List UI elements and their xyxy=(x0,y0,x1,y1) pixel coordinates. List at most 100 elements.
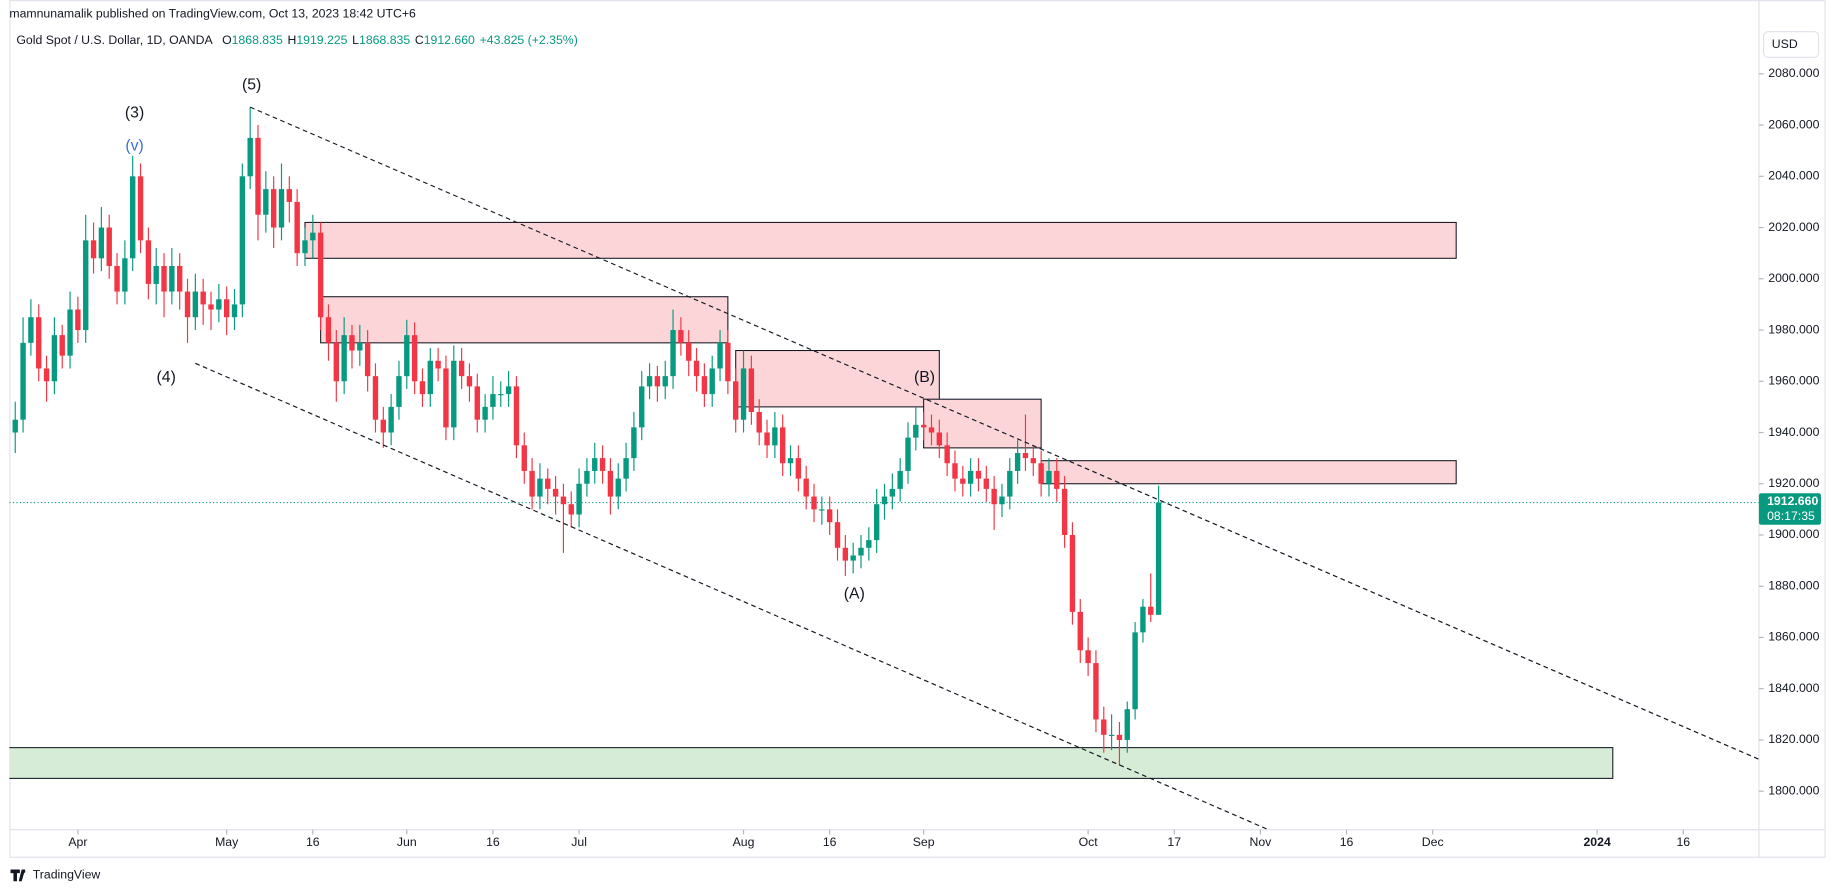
candle-body xyxy=(364,342,371,377)
wave-label: (5) xyxy=(242,77,261,94)
candle-body xyxy=(278,189,285,228)
candle-body xyxy=(169,265,175,292)
currency-label[interactable]: USD xyxy=(1772,37,1798,51)
candle-body xyxy=(20,342,26,420)
zone xyxy=(320,296,729,344)
candle-body xyxy=(568,504,574,515)
candle-body xyxy=(200,291,206,305)
x-tick-label: Jun xyxy=(397,835,417,849)
wave-label: (3) xyxy=(125,105,144,122)
candle-body xyxy=(811,496,817,510)
candle-body xyxy=(842,547,849,561)
candle-body xyxy=(1046,470,1052,484)
candle-body xyxy=(592,458,598,471)
x-tick-label: 2024 xyxy=(1583,835,1610,849)
x-tick-label: Apr xyxy=(68,835,87,849)
candle-body xyxy=(936,432,943,446)
candle-body xyxy=(772,427,778,446)
candle-body xyxy=(1054,470,1060,489)
y-tick-label: 1900.000 xyxy=(1768,527,1819,541)
candle-body xyxy=(897,470,903,489)
legend-key: C xyxy=(415,33,424,47)
candle-body xyxy=(529,470,535,497)
candle-body xyxy=(294,201,300,254)
candle-body xyxy=(90,240,97,259)
candle-body xyxy=(106,227,112,266)
y-tick-label: 1940.000 xyxy=(1768,425,1819,439)
y-tick-label: 1800.000 xyxy=(1768,783,1819,797)
x-tick-label: 17 xyxy=(1167,835,1181,849)
y-tick-label: 1820.000 xyxy=(1768,732,1819,746)
candle-body xyxy=(991,488,997,505)
candle-body xyxy=(960,478,966,484)
candle-body xyxy=(122,258,128,292)
y-tick-label: 2020.000 xyxy=(1768,220,1819,234)
candle-body xyxy=(1108,734,1115,736)
brand-name: TradingView xyxy=(33,868,101,882)
candle-body xyxy=(866,540,872,548)
y-tick-label: 2060.000 xyxy=(1768,117,1819,131)
candle-body xyxy=(873,504,880,541)
candle-body xyxy=(881,496,888,505)
candle-body xyxy=(552,488,559,497)
legend-key: L xyxy=(352,33,359,47)
candle-body xyxy=(615,478,621,497)
candle-body xyxy=(411,335,418,382)
candle-body xyxy=(357,342,363,351)
candle-body xyxy=(1030,458,1036,464)
candle-body xyxy=(639,386,645,428)
legend-key: O xyxy=(222,33,232,47)
candle-body xyxy=(1038,463,1044,484)
candle-body xyxy=(427,360,433,395)
candle-body xyxy=(858,547,864,556)
candle-body xyxy=(184,291,191,318)
candle-body xyxy=(153,265,159,284)
candle-body xyxy=(137,176,144,241)
x-tick-label: Jul xyxy=(571,835,587,849)
legend-value: 1912.660 xyxy=(424,33,475,47)
candle-body xyxy=(1124,709,1130,740)
currency-button[interactable] xyxy=(1763,31,1820,58)
publisher-line: mamnunamalik published on TradingView.co… xyxy=(9,6,416,20)
candle-body xyxy=(560,496,567,505)
candle-body xyxy=(83,240,89,331)
candle-body xyxy=(490,394,496,407)
candle-body xyxy=(686,342,692,361)
candle-body xyxy=(247,137,253,177)
candle-body xyxy=(474,386,480,420)
x-tick-label: Dec xyxy=(1422,835,1444,849)
candle-body xyxy=(748,368,755,413)
candle-body xyxy=(396,376,402,407)
candle-body xyxy=(701,376,708,395)
plot-area xyxy=(9,106,1759,830)
chart-frame xyxy=(9,0,1826,858)
candle-body xyxy=(380,419,386,433)
candle-body xyxy=(443,368,449,428)
x-tick-label: 16 xyxy=(306,835,320,849)
y-tick-label: 1880.000 xyxy=(1768,578,1819,592)
candle-body xyxy=(505,386,512,395)
candle-body xyxy=(787,458,794,464)
candle-body xyxy=(1007,470,1013,497)
y-tick-label: 1840.000 xyxy=(1768,681,1819,695)
candle-body xyxy=(419,381,426,395)
logo-dot xyxy=(21,869,26,874)
candle-body xyxy=(1140,606,1146,633)
candle-body xyxy=(913,424,919,438)
candle-body xyxy=(1069,534,1076,612)
x-tick-label: 16 xyxy=(1340,835,1354,849)
candle-body xyxy=(740,368,747,420)
wave-label: (4) xyxy=(157,369,176,386)
candle-body xyxy=(498,394,504,396)
candle-body xyxy=(646,376,653,387)
zone xyxy=(735,349,940,408)
candle-body xyxy=(458,360,465,377)
candle-body xyxy=(521,445,527,471)
legend-value: 1868.835 xyxy=(359,33,410,47)
candle-body xyxy=(662,376,668,387)
candle-body xyxy=(317,232,324,318)
zone xyxy=(9,747,1614,779)
candle-body xyxy=(756,412,762,433)
candle-body xyxy=(192,291,199,318)
